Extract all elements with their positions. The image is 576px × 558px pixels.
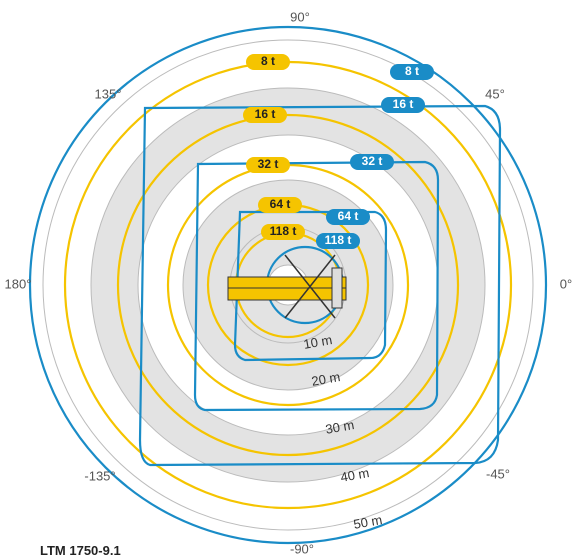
- load-pill: [326, 209, 370, 225]
- load-label: 118 t: [270, 224, 297, 238]
- model-title: LTM 1750-9.1: [40, 543, 121, 558]
- load-label: 16 t: [393, 97, 414, 111]
- angle-label: 90°: [290, 9, 310, 24]
- radius-labels: 10 m 20 m 30 m 40 m 50 m: [302, 332, 383, 532]
- load-label: 8 t: [405, 64, 419, 78]
- load-label: 64 t: [338, 209, 359, 223]
- radius-label: 50 m: [352, 512, 383, 532]
- load-pill: [350, 154, 394, 170]
- load-label: 16 t: [255, 107, 276, 121]
- radius-label: 20 m: [310, 369, 341, 389]
- angle-label: -135°: [84, 468, 115, 483]
- angle-labels: 90° 45° 0° -45° -90° -135° 180° 135°: [5, 9, 573, 556]
- radius-label: 40 m: [339, 465, 370, 485]
- angle-label: -90°: [290, 541, 314, 556]
- load-pill: [246, 54, 290, 70]
- radius-label: 30 m: [324, 417, 355, 437]
- load-label: 32 t: [362, 154, 383, 168]
- load-pill: [261, 224, 305, 240]
- angle-label: 180°: [5, 276, 32, 291]
- radius-label: 10 m: [302, 332, 333, 352]
- crane: [227, 254, 347, 319]
- angle-label: 0°: [560, 276, 572, 291]
- angle-label: -45°: [486, 466, 510, 481]
- load-pill: [390, 64, 434, 80]
- angle-label: 135°: [95, 86, 122, 101]
- load-label: 64 t: [270, 197, 291, 211]
- load-pill: [246, 157, 290, 173]
- load-pill: [316, 233, 360, 249]
- load-labels: 8 t 16 t 32 t 64 t 118 t 8 t 16 t 32 t 64 t 118 t: [243, 54, 434, 249]
- angle-label: 45°: [485, 86, 505, 101]
- load-pill: [258, 197, 302, 213]
- blue-curves: [28, 25, 548, 545]
- load-label: 118 t: [325, 233, 352, 247]
- load-pill: [381, 97, 425, 113]
- load-pill: [243, 107, 287, 123]
- load-label: 32 t: [258, 157, 279, 171]
- load-label: 8 t: [261, 54, 275, 68]
